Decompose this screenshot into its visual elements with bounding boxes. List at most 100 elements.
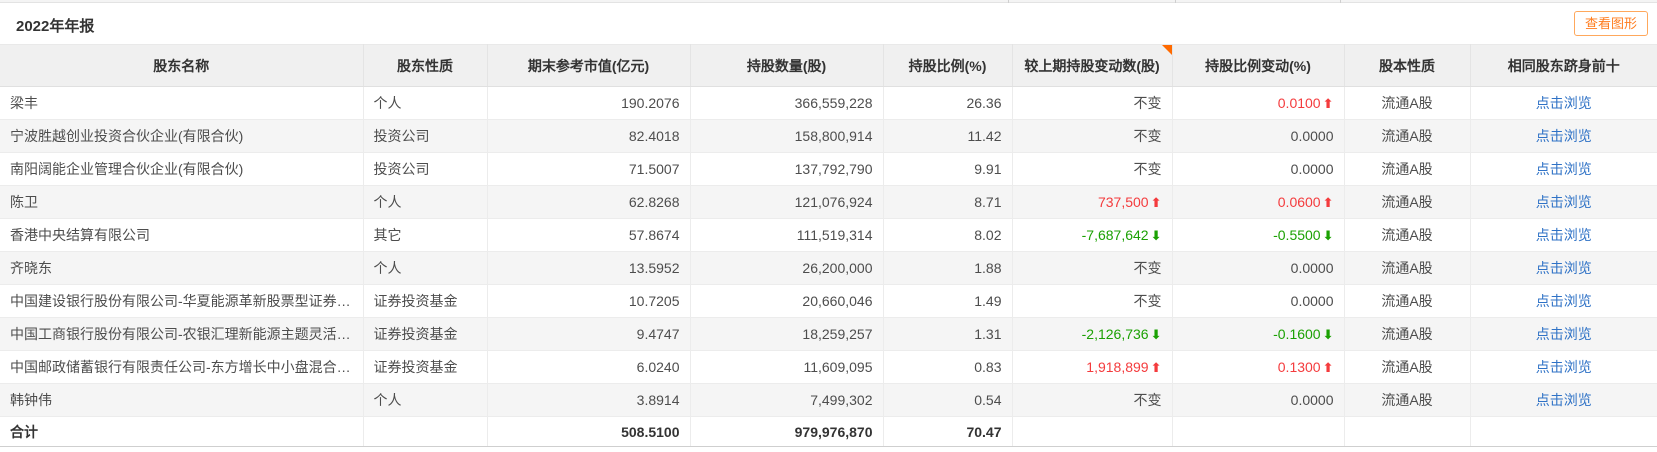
up-arrow-icon: ⬆: [1150, 359, 1162, 375]
cell-browse: 点击浏览: [1470, 317, 1657, 351]
up-arrow-icon: ⬆: [1322, 95, 1334, 111]
divider-tick: [1008, 0, 1009, 3]
shareholders-table: 股东名称 股东性质 期末参考市值(亿元) 持股数量(股) 持股比例(%) 较上期持股变动数…: [0, 44, 1657, 447]
divider-tick: [1175, 0, 1176, 3]
top-strip: [0, 0, 1657, 3]
column-header-share_change: 较上期持股变动数(股): [1012, 44, 1173, 87]
table-row: 宁波胜越创业投资合伙企业(有限合伙) 投资公司 82.4018 158,800,914…: [0, 119, 1657, 153]
cell-share_type: 流通A股: [1344, 284, 1471, 318]
down-arrow-icon: ⬇: [1322, 326, 1334, 342]
cell-ratio_change: 0.0000: [1172, 251, 1345, 285]
cell-ratio_change: [1172, 416, 1345, 447]
up-arrow-icon: ⬆: [1322, 359, 1334, 375]
cell-ratio: 70.47: [883, 416, 1013, 447]
cell-ratio: 0.83: [883, 350, 1013, 384]
cell-market_value: 82.4018: [487, 119, 691, 153]
browse-link[interactable]: 点击浏览: [1535, 128, 1592, 144]
change-value: 0.0000: [1290, 128, 1334, 144]
cell-browse: 点击浏览: [1470, 251, 1657, 285]
browse-link[interactable]: 点击浏览: [1535, 194, 1592, 210]
change-value: 不变: [1133, 128, 1162, 144]
column-header-name: 股东名称: [0, 44, 364, 87]
cell-ratio: 26.36: [883, 86, 1013, 120]
column-header-ratio: 持股比例(%): [883, 44, 1013, 87]
change-value: -0.5500: [1273, 226, 1321, 243]
browse-link[interactable]: 点击浏览: [1535, 227, 1592, 243]
cell-name: 中国建设银行股份有限公司-华夏能源革新股票型证券投...: [0, 284, 364, 318]
cell-shares: 11,609,095: [690, 350, 884, 384]
cell-shares: 121,076,924: [690, 185, 884, 219]
browse-link[interactable]: 点击浏览: [1535, 392, 1592, 408]
cell-browse: 点击浏览: [1470, 383, 1657, 417]
cell-browse: 点击浏览: [1470, 185, 1657, 219]
table-header-row: 股东名称 股东性质 期末参考市值(亿元) 持股数量(股) 持股比例(%) 较上期持股变动数…: [0, 44, 1657, 87]
cell-shares: 137,792,790: [690, 152, 884, 186]
browse-link[interactable]: 点击浏览: [1535, 95, 1592, 111]
cell-browse: 点击浏览: [1470, 152, 1657, 186]
view-chart-button[interactable]: 查看图形: [1573, 11, 1648, 36]
cell-browse: [1470, 416, 1657, 447]
cell-share_change: 不变: [1012, 251, 1173, 285]
column-header-market_value: 期末参考市值(亿元): [487, 44, 691, 87]
page-title: 2022年年报: [16, 18, 95, 35]
change-value: -0.1600: [1273, 325, 1321, 342]
cell-share_change: -7,687,642 ⬇: [1012, 218, 1173, 252]
cell-shares: 158,800,914: [690, 119, 884, 153]
cell-market_value: 57.8674: [487, 218, 691, 252]
cell-shares: 366,559,228: [690, 86, 884, 120]
cell-share_type: 流通A股: [1344, 86, 1471, 120]
cell-share_change: 不变: [1012, 86, 1173, 120]
cell-nature: 证券投资基金: [363, 317, 488, 351]
cell-name: 宁波胜越创业投资合伙企业(有限合伙): [0, 119, 364, 153]
cell-ratio_change: 0.0100 ⬆: [1172, 86, 1345, 120]
cell-nature: 个人: [363, 251, 488, 285]
up-arrow-icon: ⬆: [1322, 194, 1334, 210]
cell-market_value: 71.5007: [487, 152, 691, 186]
cell-share_change: 不变: [1012, 383, 1173, 417]
cell-ratio: 1.31: [883, 317, 1013, 351]
cell-shares: 7,499,302: [690, 383, 884, 417]
cell-share_change: [1012, 416, 1173, 447]
cell-ratio_change: 0.1300 ⬆: [1172, 350, 1345, 384]
cell-name: 陈卫: [0, 185, 364, 219]
column-header-ratio_change: 持股比例变动(%): [1172, 44, 1345, 87]
change-value: 不变: [1133, 392, 1162, 408]
cell-nature: 个人: [363, 86, 488, 120]
change-value: 0.0000: [1290, 260, 1334, 276]
cell-ratio_change: 0.0000: [1172, 383, 1345, 417]
change-value: 0.1300: [1277, 358, 1321, 375]
cell-nature: 个人: [363, 383, 488, 417]
browse-link[interactable]: 点击浏览: [1535, 260, 1592, 276]
cell-nature: 证券投资基金: [363, 350, 488, 384]
cell-market_value: 62.8268: [487, 185, 691, 219]
cell-browse: 点击浏览: [1470, 86, 1657, 120]
cell-nature: 个人: [363, 185, 488, 219]
browse-link[interactable]: 点击浏览: [1535, 326, 1592, 342]
down-arrow-icon: ⬇: [1322, 227, 1334, 243]
cell-ratio: 1.88: [883, 251, 1013, 285]
change-value: 0.0600: [1277, 193, 1321, 210]
cell-shares: 18,259,257: [690, 317, 884, 351]
cell-market_value: 9.4747: [487, 317, 691, 351]
cell-share_change: 不变: [1012, 152, 1173, 186]
titlebar: 2022年年报 查看图形: [0, 3, 1657, 44]
cell-share_type: 流通A股: [1344, 350, 1471, 384]
cell-name: 中国工商银行股份有限公司-农银汇理新能源主题灵活配...: [0, 317, 364, 351]
change-value: 不变: [1133, 260, 1162, 276]
cell-ratio: 9.91: [883, 152, 1013, 186]
browse-link[interactable]: 点击浏览: [1535, 293, 1592, 309]
cell-name: 韩钟伟: [0, 383, 364, 417]
change-value: 不变: [1133, 95, 1162, 111]
cell-share_type: 流通A股: [1344, 119, 1471, 153]
cell-market_value: 3.8914: [487, 383, 691, 417]
column-header-share_type: 股本性质: [1344, 44, 1471, 87]
cell-share_change: 1,918,899 ⬆: [1012, 350, 1173, 384]
browse-link[interactable]: 点击浏览: [1535, 161, 1592, 177]
cell-ratio_change: 0.0600 ⬆: [1172, 185, 1345, 219]
change-value: 0.0000: [1290, 161, 1334, 177]
cell-share_type: 流通A股: [1344, 251, 1471, 285]
cell-ratio: 11.42: [883, 119, 1013, 153]
browse-link[interactable]: 点击浏览: [1535, 359, 1592, 375]
cell-nature: 投资公司: [363, 119, 488, 153]
cell-ratio: 8.71: [883, 185, 1013, 219]
